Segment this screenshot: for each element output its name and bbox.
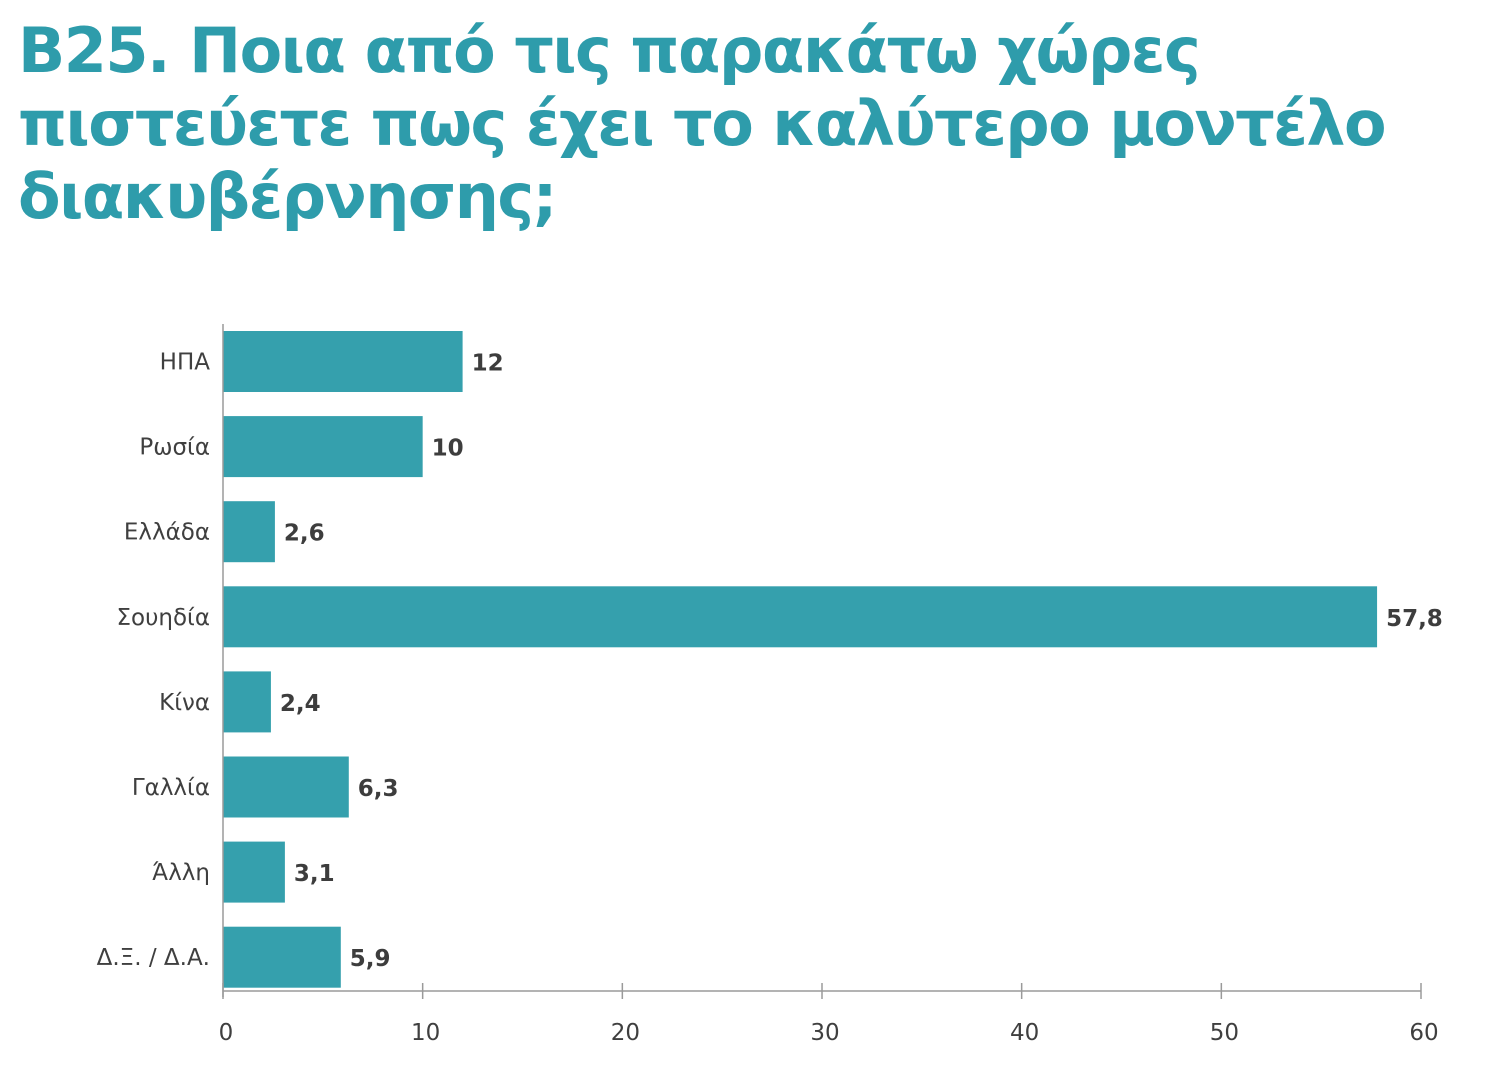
- value-label-8: 5,9: [350, 946, 391, 972]
- value-label-7: 3,1: [294, 861, 335, 887]
- title-line-3: διακυβέρνησης;: [18, 160, 557, 233]
- bar-1: [223, 331, 463, 392]
- x-tick-label-40: 40: [1010, 1020, 1039, 1046]
- x-tick-label-30: 30: [810, 1020, 839, 1046]
- bar-2: [223, 416, 423, 478]
- x-axis: 0 10 20 30 40 50 60: [219, 324, 1439, 1046]
- bars-group: ΗΠΑ 12 Ρωσία 10 Ελλάδα 2,6 Σουηδία 57,8 Κίνα 2,4 Γ…: [97, 331, 1443, 988]
- bar-4: [223, 586, 1378, 648]
- category-label-3: Ελλάδα: [124, 520, 210, 546]
- category-label-7: Άλλη: [152, 860, 210, 886]
- category-label-1: ΗΠΑ: [160, 350, 211, 376]
- x-tick-label-60: 60: [1409, 1020, 1438, 1046]
- page-title: Β25. Ποια από τις παρακάτω χώρες πιστεύε…: [18, 14, 1458, 233]
- category-label-5: Κίνα: [159, 690, 210, 716]
- value-label-6: 6,3: [358, 776, 399, 802]
- x-tick-label-0: 0: [219, 1020, 234, 1046]
- bar-8: [223, 926, 341, 988]
- bar-3: [223, 501, 275, 563]
- title-line-2: πιστεύετε πως έχει το καλύτερο μοντέλο: [18, 87, 1387, 160]
- value-label-2: 10: [432, 436, 464, 462]
- value-label-3: 2,6: [284, 521, 325, 547]
- x-tick-label-50: 50: [1210, 1020, 1239, 1046]
- bar-6: [223, 756, 349, 818]
- bar-7: [223, 841, 285, 903]
- value-label-5: 2,4: [280, 691, 321, 717]
- category-label-2: Ρωσία: [139, 435, 210, 461]
- category-label-6: Γαλλία: [132, 775, 210, 801]
- x-tick-label-20: 20: [611, 1020, 640, 1046]
- value-label-1: 12: [472, 351, 504, 377]
- title-line-1: Β25. Ποια από τις παρακάτω χώρες: [18, 14, 1201, 87]
- category-label-4: Σουηδία: [116, 605, 210, 631]
- bar-5: [223, 671, 271, 733]
- category-label-8: Δ.Ξ. / Δ.Α.: [97, 945, 210, 971]
- x-tick-label-10: 10: [411, 1020, 440, 1046]
- value-label-4: 57,8: [1386, 606, 1443, 632]
